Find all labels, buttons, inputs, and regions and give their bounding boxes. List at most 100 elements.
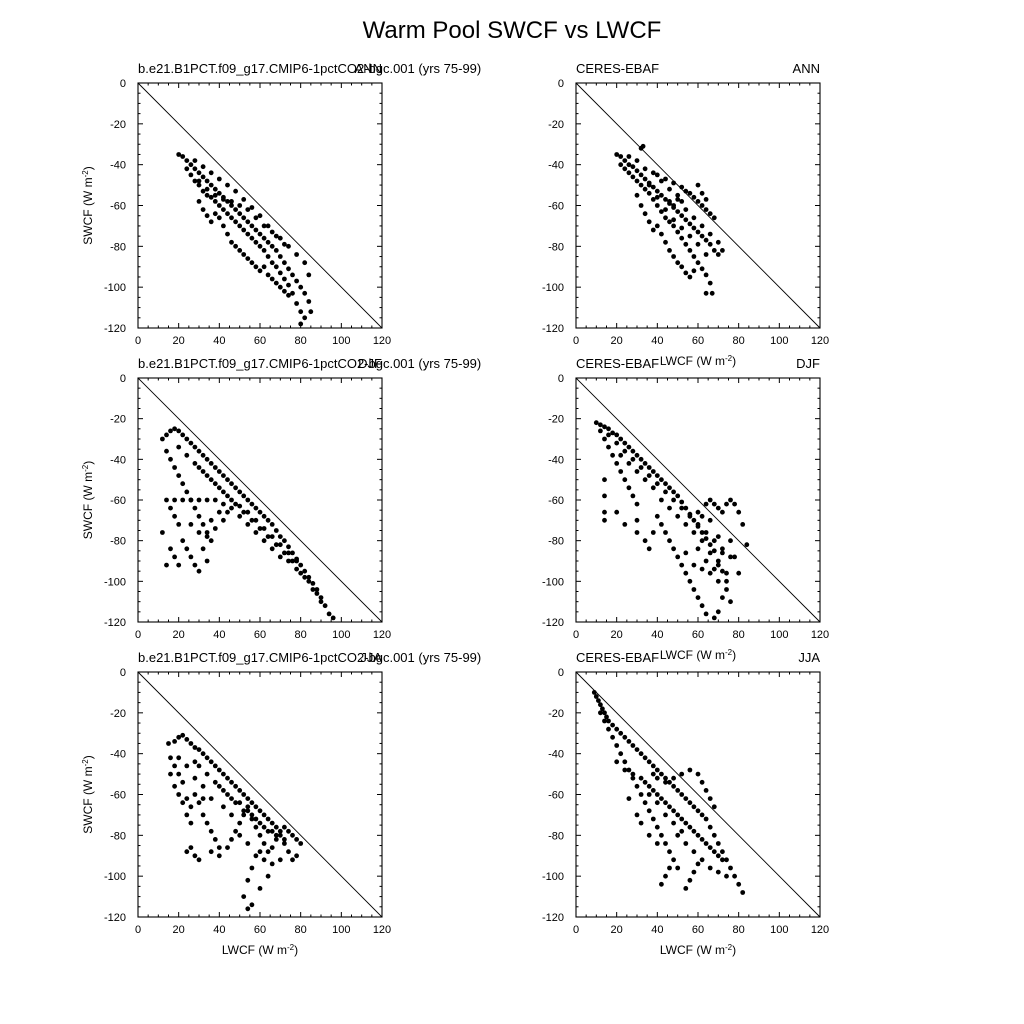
y-axis-label: SWCF (W m-2) (81, 461, 96, 539)
data-point (622, 767, 628, 773)
data-point (302, 260, 308, 266)
data-point (711, 248, 717, 253)
data-point (711, 501, 717, 507)
data-point (675, 832, 681, 838)
data-point (176, 792, 182, 797)
data-point (216, 190, 222, 196)
data-point (168, 546, 173, 552)
y-tick-label: 0 (558, 667, 564, 679)
data-point (630, 493, 636, 499)
data-point (715, 869, 721, 875)
data-point (699, 233, 705, 239)
x-tick-label: 80 (295, 335, 307, 347)
data-point (703, 816, 709, 822)
data-point (671, 223, 676, 229)
data-point (196, 170, 202, 176)
y-tick-label: -80 (548, 241, 564, 253)
data-point (687, 221, 693, 227)
data-point (318, 595, 324, 600)
data-point (711, 804, 717, 810)
data-point (188, 162, 194, 168)
data-point (273, 542, 279, 548)
x-tick-label: 100 (770, 629, 788, 641)
data-point (306, 272, 312, 278)
data-point (683, 522, 689, 527)
y-tick-label: -100 (542, 576, 564, 588)
y-tick-label: -60 (548, 201, 564, 213)
data-point (277, 254, 283, 259)
data-point (695, 832, 701, 838)
data-point (728, 538, 733, 544)
data-point (241, 215, 247, 221)
data-point (196, 199, 202, 204)
x-axis-label: LWCF (W m-2) (660, 943, 736, 958)
data-point (654, 481, 660, 487)
data-point (277, 832, 283, 838)
data-point (237, 203, 243, 208)
data-point (671, 497, 676, 503)
data-point (695, 861, 701, 867)
data-point (630, 771, 636, 777)
data-point (707, 211, 713, 217)
data-point (298, 570, 304, 576)
data-point (699, 203, 705, 208)
data-point (683, 570, 689, 576)
data-point (654, 841, 660, 846)
data-point (634, 517, 640, 523)
data-point (188, 172, 194, 178)
y-tick-label: -100 (104, 576, 126, 588)
data-point (180, 779, 186, 785)
data-point (630, 456, 636, 462)
data-point (663, 775, 668, 781)
data-point (196, 530, 202, 535)
data-point (650, 170, 656, 176)
data-point (269, 229, 275, 235)
data-point (715, 841, 721, 846)
data-point (216, 469, 222, 474)
data-point (302, 568, 308, 574)
data-point (221, 804, 226, 810)
data-point (683, 820, 689, 826)
data-point (277, 235, 283, 241)
data-point (233, 207, 239, 213)
data-point (294, 301, 299, 306)
data-point (310, 581, 316, 586)
data-point (671, 180, 676, 186)
data-point (237, 800, 243, 806)
data-point (330, 615, 336, 621)
data-point (602, 718, 607, 724)
data-point (650, 197, 656, 202)
data-point (707, 865, 713, 871)
data-point (596, 698, 601, 703)
data-point (642, 186, 648, 192)
data-point (695, 241, 701, 247)
scatter-panel-4: 0 20 40 60 80 100 120 0 -20 -40 -60 -80 -100 -120 CERE… (542, 356, 829, 662)
data-point (212, 199, 218, 204)
data-point (261, 223, 267, 229)
data-point (225, 493, 230, 499)
data-point (216, 845, 222, 850)
data-point (600, 706, 605, 712)
data-point (221, 517, 226, 523)
reference-line (137, 82, 383, 329)
data-point (212, 481, 218, 487)
data-point (200, 469, 206, 474)
data-point (650, 816, 656, 822)
panel-season-label: ANN (355, 61, 382, 76)
data-point (241, 252, 247, 257)
data-point (646, 546, 652, 552)
data-point (699, 538, 705, 544)
data-point (269, 260, 275, 266)
data-point (650, 184, 656, 190)
data-point (286, 243, 291, 249)
x-tick-label: 0 (135, 924, 141, 936)
data-point (642, 538, 648, 544)
data-point (172, 465, 178, 470)
data-point (176, 755, 182, 761)
data-point (707, 845, 713, 850)
data-point (180, 800, 186, 806)
data-point (740, 890, 746, 895)
data-point (622, 158, 628, 164)
data-point (277, 270, 283, 276)
data-point (663, 197, 668, 202)
